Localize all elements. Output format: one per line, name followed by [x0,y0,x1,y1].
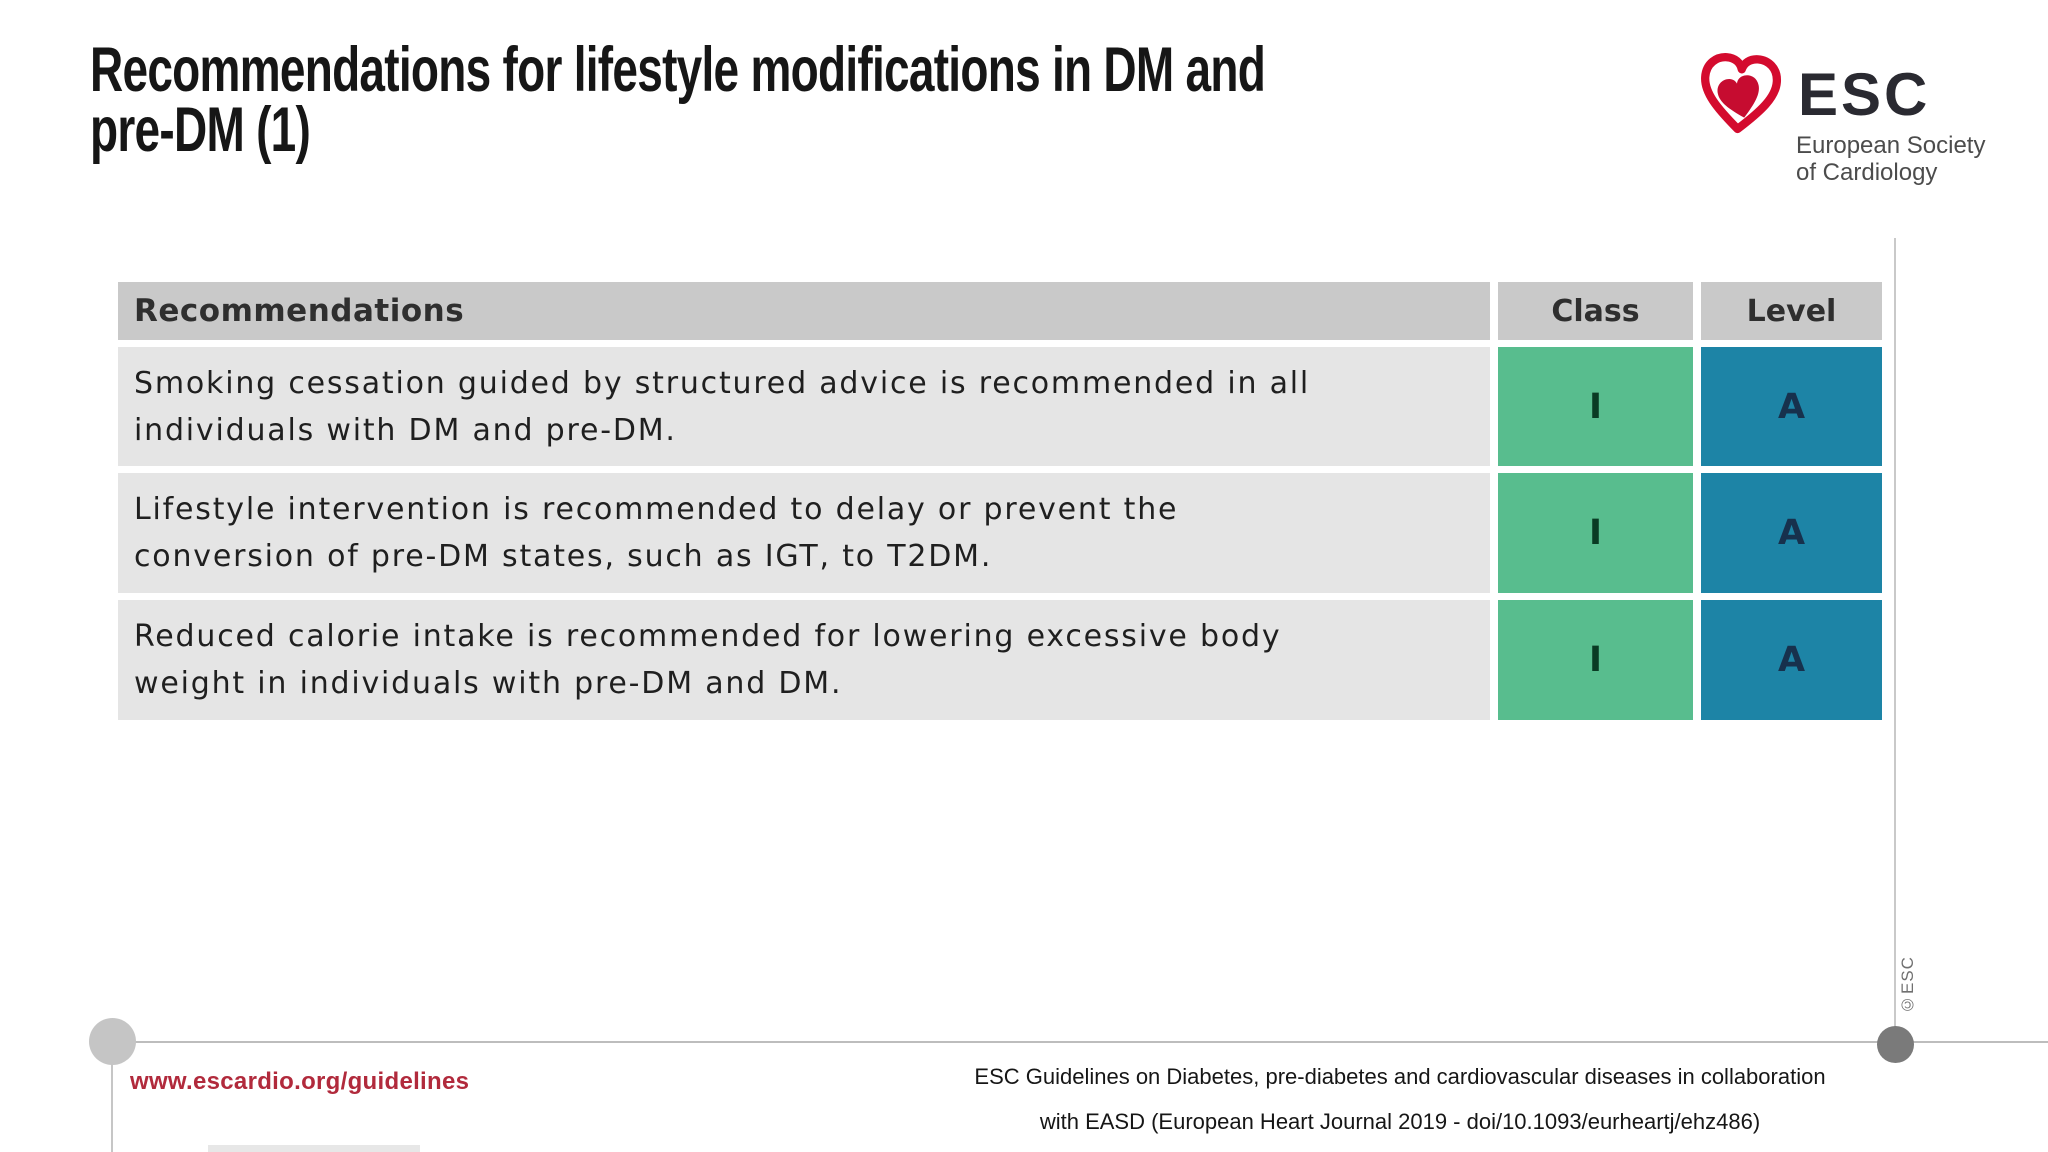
table-row-1-class-badge: I [1498,347,1693,466]
bottom-edge-bar [208,1145,420,1152]
page-title-line2: pre-DM (1) [90,95,311,165]
table-row-3-class-badge: I [1498,600,1693,720]
table-row-1-text: Smoking cessation guided by structured a… [118,347,1490,466]
table-row-2-text: Lifestyle intervention is recommended to… [118,473,1490,593]
page-title: Recommendations for lifestyle modificati… [90,35,1390,165]
esc-heart-icon [1701,53,1781,134]
page-title-line1: Recommendations for lifestyle modificati… [90,35,1266,105]
column-header-recommendations: Recommendations [118,282,1490,340]
guidelines-url-link[interactable]: www.escardio.org/guidelines [130,1068,470,1095]
esc-logo-subtitle-line1: European Society [1796,132,1986,159]
recommendations-table: Recommendations Class Level Smoking cess… [118,282,1882,720]
left-bottom-vertical-divider [111,1042,113,1152]
footer-horizontal-divider [112,1041,2048,1043]
table-row-2-level-badge: A [1701,473,1882,593]
table-row-1-level-badge: A [1701,347,1882,466]
table-row-2-class-badge: I [1498,473,1693,593]
right-vertical-divider [1894,238,1896,1042]
esc-logo-subtitle-line2: of Cardiology [1796,159,1938,186]
esc-logo-text: ESC [1798,61,1931,128]
table-row-3-text: Reduced calorie intake is recommended fo… [118,600,1490,720]
column-header-level: Level [1701,282,1882,340]
footer-right-dot [1877,1026,1914,1063]
esc-copyright-label: ©ESC [1898,956,1917,1014]
table-row-1-line2: individuals with DM and pre-DM. [134,412,677,448]
esc-logo-subtitle: European Society of Cardiology [1796,132,1985,186]
table-row-3-line2: weight in individuals with pre-DM and DM… [134,666,843,701]
table-row-1-line1: Smoking cessation guided by structured a… [134,365,1311,401]
citation-line1: ESC Guidelines on Diabetes, pre-diabetes… [974,1064,1826,1089]
table-row-2-line2: conversion of pre-DM states, such as IGT… [134,539,993,574]
table-row-3-level-badge: A [1701,600,1882,720]
footer-left-dot [89,1018,136,1065]
esc-logo: ESC European Society of Cardiology [1694,46,2014,186]
citation-text: ESC Guidelines on Diabetes, pre-diabetes… [850,1054,1950,1144]
column-header-class: Class [1498,282,1693,340]
table-row-2-line1: Lifestyle intervention is recommended to… [134,492,1179,527]
citation-line2: with EASD (European Heart Journal 2019 -… [1039,1109,1761,1134]
table-row-3-line1: Reduced calorie intake is recommended fo… [134,619,1282,654]
